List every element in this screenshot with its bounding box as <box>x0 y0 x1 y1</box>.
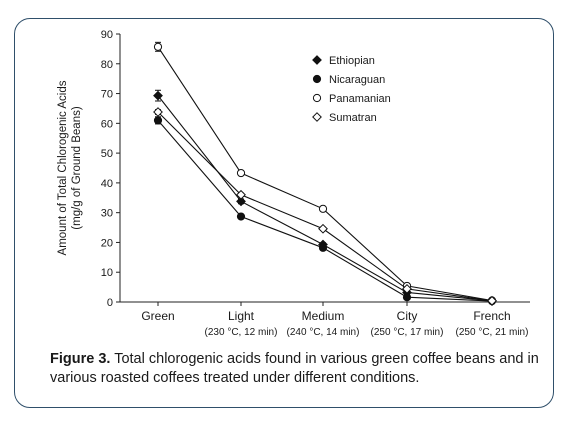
y-tick-label: 60 <box>101 118 113 130</box>
legend-item: Ethiopian <box>312 55 375 67</box>
y-axis-title-line1: Amount of Total Chlorogenic Acids <box>57 80 69 255</box>
x-tick-label: Light <box>228 309 255 323</box>
data-point <box>236 212 246 221</box>
x-tick-sublabel: (250 °C, 21 min) <box>456 327 529 338</box>
data-point <box>318 204 328 213</box>
data-point <box>236 168 246 178</box>
legend-marker <box>312 55 322 65</box>
legend-marker <box>312 112 322 122</box>
legend-label: Sumatran <box>329 112 377 124</box>
series-panamanian <box>153 41 497 305</box>
axes: 0 10 20 30 40 50 60 70 80 90 Green Light (230 °C, 12… <box>101 29 530 338</box>
x-tick-sublabel: (240 °C, 14 min) <box>287 327 360 338</box>
legend-item: Sumatran <box>312 112 377 124</box>
data-point <box>402 283 412 294</box>
y-tick-label: 70 <box>101 89 113 101</box>
series-ethiopian <box>153 89 497 306</box>
data-point <box>153 116 163 125</box>
y-tick-label: 90 <box>101 29 113 41</box>
data-point <box>402 293 412 302</box>
legend-item: Nicaraguan <box>312 74 385 86</box>
y-tick-label: 30 <box>101 208 113 220</box>
y-tick-label: 40 <box>101 178 113 190</box>
x-tick-label: Medium <box>302 309 345 323</box>
x-tick-label: French <box>473 309 510 323</box>
y-tick-label: 20 <box>101 237 113 249</box>
y-tick-label: 0 <box>107 297 113 309</box>
data-point <box>318 223 328 234</box>
y-axis-title-line2: (mg/g of Ground Beans) <box>71 106 83 230</box>
x-tick-label: Green <box>141 309 174 323</box>
data-point <box>153 90 163 101</box>
caption-text: Total chlorogenic acids found in various… <box>50 351 539 386</box>
x-tick-label: City <box>397 309 418 323</box>
figure-caption: Figure 3. Total chlorogenic acids found … <box>50 350 550 388</box>
caption-label: Figure 3. <box>50 351 111 367</box>
data-point <box>153 107 163 117</box>
series-line <box>157 46 493 302</box>
legend-marker <box>312 93 322 103</box>
series-group <box>153 41 497 306</box>
legend-item: Panamanian <box>312 93 391 105</box>
y-tick-label: 10 <box>101 267 113 279</box>
y-tick-label: 80 <box>101 59 113 71</box>
legend-label: Nicaraguan <box>329 74 385 86</box>
legend-marker <box>312 74 322 84</box>
data-point <box>236 189 246 200</box>
legend-label: Ethiopian <box>329 55 375 67</box>
data-point <box>318 243 328 252</box>
y-tick-label: 50 <box>101 148 113 160</box>
x-tick-sublabel: (250 °C, 17 min) <box>371 327 444 338</box>
y-axis-label: Amount of Total Chlorogenic Acids (mg/g o… <box>57 80 83 255</box>
series-sumatran <box>153 107 497 306</box>
series-line <box>157 95 493 302</box>
legend: Ethiopian Nicaraguan Panamanian Sumatran <box>312 55 391 124</box>
x-tick-sublabel: (230 °C, 12 min) <box>205 327 278 338</box>
data-point <box>487 295 497 306</box>
data-point <box>236 196 246 207</box>
data-point <box>153 42 163 51</box>
legend-label: Panamanian <box>329 93 391 105</box>
